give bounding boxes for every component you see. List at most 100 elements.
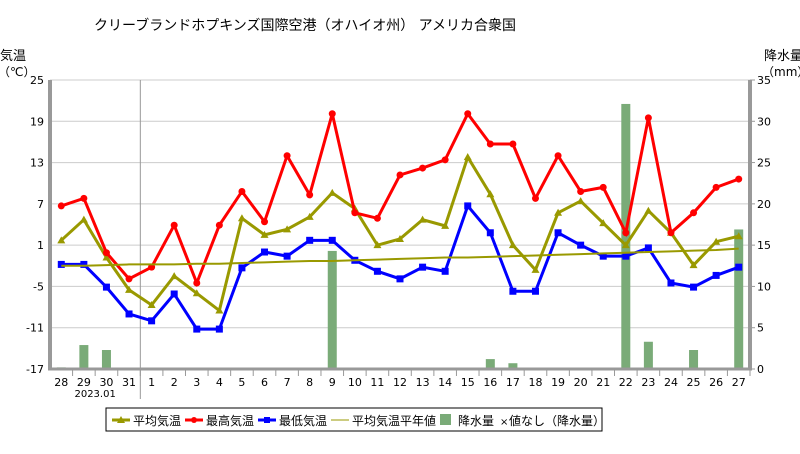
x-tick-label: 4 [216, 376, 223, 389]
mean-temp-point [237, 214, 246, 222]
min-temp-point [373, 267, 381, 275]
month-label: 2023.01 [74, 389, 115, 400]
mean-temp-point [328, 188, 337, 196]
mean-temp-point [79, 215, 88, 223]
left-tick-label: 7 [37, 198, 44, 211]
x-tick-label: 24 [664, 376, 678, 389]
max-temp-point [193, 279, 201, 287]
left-tick-label: 25 [30, 74, 44, 87]
legend-swatch [440, 414, 451, 425]
legend-label: 平均気温 [133, 413, 181, 428]
mean-temp-point [734, 232, 743, 240]
mean-temp-point [531, 265, 540, 273]
right-tick-label: 15 [757, 239, 771, 252]
min-temp-point [419, 263, 427, 271]
max-temp-point [441, 156, 449, 164]
mean-temp-point [441, 221, 450, 229]
min-temp-point [712, 271, 720, 279]
right-tick-label: 25 [757, 157, 771, 170]
max-temp-point [351, 209, 359, 217]
x-tick-label: 14 [438, 376, 452, 389]
x-tick-label: 8 [306, 376, 313, 389]
x-tick-label: 12 [393, 376, 407, 389]
x-tick-label: 11 [370, 376, 384, 389]
max-temp-point [125, 275, 133, 283]
precip-bar [327, 250, 337, 369]
min-temp-point [464, 202, 472, 210]
right-tick-label: 0 [757, 363, 764, 376]
mean-temp-point [463, 153, 472, 161]
right-axis-unit: （mm） [762, 65, 800, 79]
x-tick-label: 26 [709, 376, 723, 389]
x-tick-label: 19 [551, 376, 565, 389]
legend-label: 降水量 [458, 414, 494, 428]
legend-label: 値なし（降水量） [509, 413, 605, 428]
mean-temp-point [215, 306, 224, 314]
right-axis-label: 降水量 [764, 49, 800, 64]
max-temp-point [238, 187, 246, 195]
max-temp-point [735, 175, 743, 183]
min-temp-point [170, 290, 178, 298]
right-tick-label: 30 [757, 115, 771, 128]
series-line [61, 247, 739, 267]
min-temp-point [215, 325, 223, 333]
max-temp-point [486, 140, 494, 148]
max-temp-point [80, 194, 88, 202]
left-axis-unit: （℃） [0, 65, 35, 79]
x-tick-label: 13 [416, 376, 430, 389]
mean-temp-point [621, 241, 630, 249]
min-temp-point [80, 260, 88, 268]
mean-temp-point [644, 206, 653, 214]
x-tick-label: 3 [193, 376, 200, 389]
legend-missing-marker: × [500, 417, 508, 428]
max-temp-point [509, 140, 517, 148]
precip-bar [689, 350, 699, 369]
min-temp-point [102, 283, 110, 291]
max-temp-point [667, 229, 675, 237]
mean-temp-point [283, 225, 292, 233]
left-tick-label: 1 [37, 239, 44, 252]
x-tick-label: 16 [483, 376, 497, 389]
max-temp-point [599, 183, 607, 191]
min-temp-point [441, 267, 449, 275]
left-tick-label: -11 [26, 322, 44, 335]
x-tick-label: 5 [238, 376, 245, 389]
left-tick-label: 13 [30, 157, 44, 170]
max-temp-point [306, 191, 314, 199]
min-temp-point [148, 317, 156, 325]
max-temp-point [577, 187, 585, 195]
mean-temp-point [712, 237, 721, 245]
mean-temp-point [125, 285, 134, 293]
max-temp-point [170, 221, 178, 229]
x-tick-label: 23 [641, 376, 655, 389]
mean-temp-point [396, 234, 404, 242]
mean-temp-point [102, 253, 111, 261]
x-tick-label: 2 [171, 376, 178, 389]
x-tick-label: 18 [528, 376, 542, 389]
max-temp-point [102, 249, 110, 257]
min-temp-point [644, 244, 652, 252]
x-tick-label: 15 [461, 376, 475, 389]
x-tick-label: 17 [506, 376, 520, 389]
min-temp-point [57, 260, 65, 268]
chart-title: クリーブランドホプキンズ国際空港（オハイオ州） アメリカ合衆国 [94, 17, 516, 34]
x-tick-label: 6 [261, 376, 268, 389]
legend-label: 平均気温平年値 [352, 413, 436, 428]
max-temp-point [712, 183, 720, 191]
precip-bar [485, 359, 495, 369]
max-temp-point [644, 114, 652, 122]
legend-marker [191, 417, 197, 423]
mean-temp-point [170, 272, 179, 280]
min-temp-point [622, 252, 630, 260]
x-tick-label: 28 [54, 376, 68, 389]
min-temp-point [509, 287, 517, 295]
max-temp-point [419, 164, 427, 172]
x-tick-label: 27 [732, 376, 746, 389]
mean-temp-point [57, 236, 66, 244]
min-temp-point [396, 275, 404, 283]
left-tick-label: -17 [26, 363, 44, 376]
mean-temp-point [554, 208, 563, 216]
x-tick-label: 25 [687, 376, 701, 389]
mean-temp-point [599, 219, 608, 227]
